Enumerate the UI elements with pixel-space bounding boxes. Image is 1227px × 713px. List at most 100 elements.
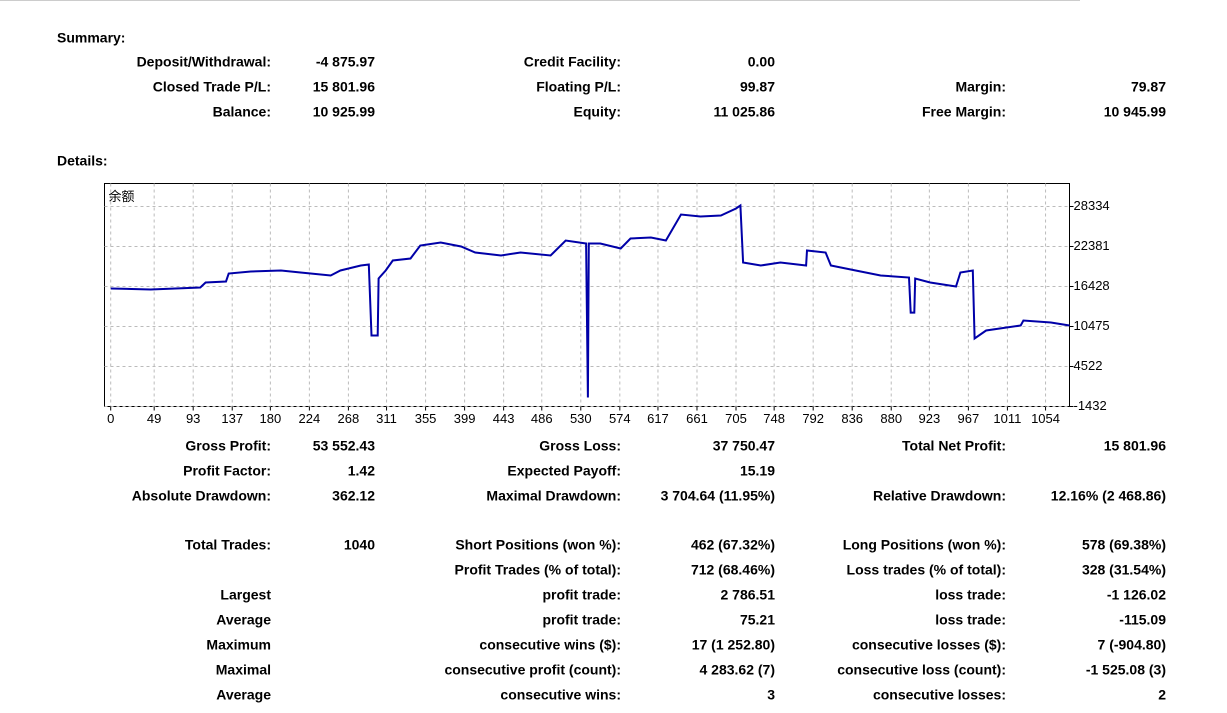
label: profit trade: (542, 587, 621, 603)
value: 15 801.96 (313, 79, 375, 95)
label: Long Positions (won %): (843, 537, 1006, 553)
value: 10 945.99 (1104, 104, 1166, 120)
x-tick-label: 443 (493, 411, 515, 426)
label: Gross Loss: (539, 438, 621, 454)
value: 712 (68.46%) (691, 562, 775, 578)
value: 3 (767, 687, 775, 703)
value: 2 786.51 (721, 587, 776, 603)
value: 4 283.62 (7) (700, 662, 776, 678)
value: 2 (1158, 687, 1166, 703)
label: Maximum (206, 637, 271, 653)
x-tick-label: 530 (570, 411, 592, 426)
value: 0.00 (748, 54, 775, 70)
value: 462 (67.32%) (691, 537, 775, 553)
label: loss trade: (935, 587, 1006, 603)
label: Largest (220, 587, 271, 603)
label: consecutive wins: (500, 687, 621, 703)
label: Loss trades (% of total): (847, 562, 1006, 578)
x-tick-label: 748 (763, 411, 785, 426)
x-tick-label: 355 (415, 411, 437, 426)
label: Balance: (213, 104, 271, 120)
value: 99.87 (740, 79, 775, 95)
label: Average (216, 612, 271, 628)
y-tick-label: 28334 (1074, 198, 1110, 213)
y-tick-label: 10475 (1074, 318, 1110, 333)
details-title: Details: (57, 153, 108, 169)
value: -1 126.02 (1107, 587, 1166, 603)
value: 75.21 (740, 612, 775, 628)
label: Expected Payoff: (507, 463, 621, 479)
balance-line (110, 203, 1070, 398)
label: Floating P/L: (536, 79, 621, 95)
x-tick-label: 1054 (1031, 411, 1060, 426)
value: 15 801.96 (1104, 438, 1166, 454)
label: Relative Drawdown: (873, 488, 1006, 504)
x-tick-label: 0 (107, 411, 114, 426)
label: Gross Profit: (185, 438, 271, 454)
value: 3 704.64 (11.95%) (661, 488, 775, 504)
x-tick-label: 224 (299, 411, 321, 426)
label: consecutive wins ($): (479, 637, 621, 653)
value: 53 552.43 (313, 438, 375, 454)
value: 15.19 (740, 463, 775, 479)
label: Maximal (216, 662, 271, 678)
label: Deposit/Withdrawal: (137, 54, 271, 70)
x-tick-label: 705 (725, 411, 747, 426)
value: 79.87 (1131, 79, 1166, 95)
y-tick-label: -1432 (1074, 398, 1107, 413)
value: 578 (69.38%) (1082, 537, 1166, 553)
x-tick-label: 880 (880, 411, 902, 426)
series-label: 余额 (109, 189, 135, 204)
x-tick-label: 180 (260, 411, 282, 426)
value: -1 525.08 (3) (1086, 662, 1166, 678)
label: consecutive losses: (873, 687, 1006, 703)
x-tick-label: 268 (338, 411, 360, 426)
label: Free Margin: (922, 104, 1006, 120)
label: Credit Facility: (524, 54, 621, 70)
x-tick-label: 967 (958, 411, 980, 426)
value: 1.42 (348, 463, 375, 479)
label: Total Net Profit: (902, 438, 1006, 454)
label: Profit Trades (% of total): (455, 562, 621, 578)
label: Maximal Drawdown: (486, 488, 621, 504)
value: 7 (-904.80) (1098, 637, 1166, 653)
x-tick-label: 399 (454, 411, 476, 426)
label: consecutive loss (count): (837, 662, 1006, 678)
summary-title: Summary: (57, 30, 125, 46)
value: 10 925.99 (313, 104, 375, 120)
label: Short Positions (won %): (455, 537, 621, 553)
x-tick-label: 836 (841, 411, 863, 426)
value: 17 (1 252.80) (692, 637, 775, 653)
y-tick-label: 22381 (1074, 238, 1110, 253)
y-tick-label: 16428 (1074, 278, 1110, 293)
x-tick-label: 923 (919, 411, 941, 426)
value: 328 (31.54%) (1082, 562, 1166, 578)
x-tick-label: 486 (531, 411, 553, 426)
label: Average (216, 687, 271, 703)
x-tick-label: 661 (686, 411, 708, 426)
label: consecutive profit (count): (444, 662, 621, 678)
x-tick-label: 1011 (993, 411, 1021, 426)
value: 12.16% (2 468.86) (1051, 488, 1166, 504)
value: 362.12 (332, 488, 375, 504)
x-tick-label: 311 (376, 411, 397, 426)
value: 1040 (344, 537, 375, 553)
x-tick-label: 93 (186, 411, 200, 426)
label: consecutive losses ($): (852, 637, 1006, 653)
label: Total Trades: (185, 537, 271, 553)
value: 37 750.47 (713, 438, 775, 454)
value: -115.09 (1119, 612, 1166, 628)
value: -4 875.97 (316, 54, 375, 70)
x-tick-label: 137 (221, 411, 243, 426)
label: profit trade: (542, 612, 621, 628)
label: Absolute Drawdown: (132, 488, 271, 504)
x-tick-label: 49 (147, 411, 161, 426)
label: Profit Factor: (183, 463, 271, 479)
value: 11 025.86 (713, 104, 775, 120)
x-tick-label: 792 (802, 411, 824, 426)
label: Equity: (574, 104, 621, 120)
x-tick-label: 574 (609, 411, 631, 426)
label: loss trade: (935, 612, 1006, 628)
x-tick-label: 617 (647, 411, 669, 426)
